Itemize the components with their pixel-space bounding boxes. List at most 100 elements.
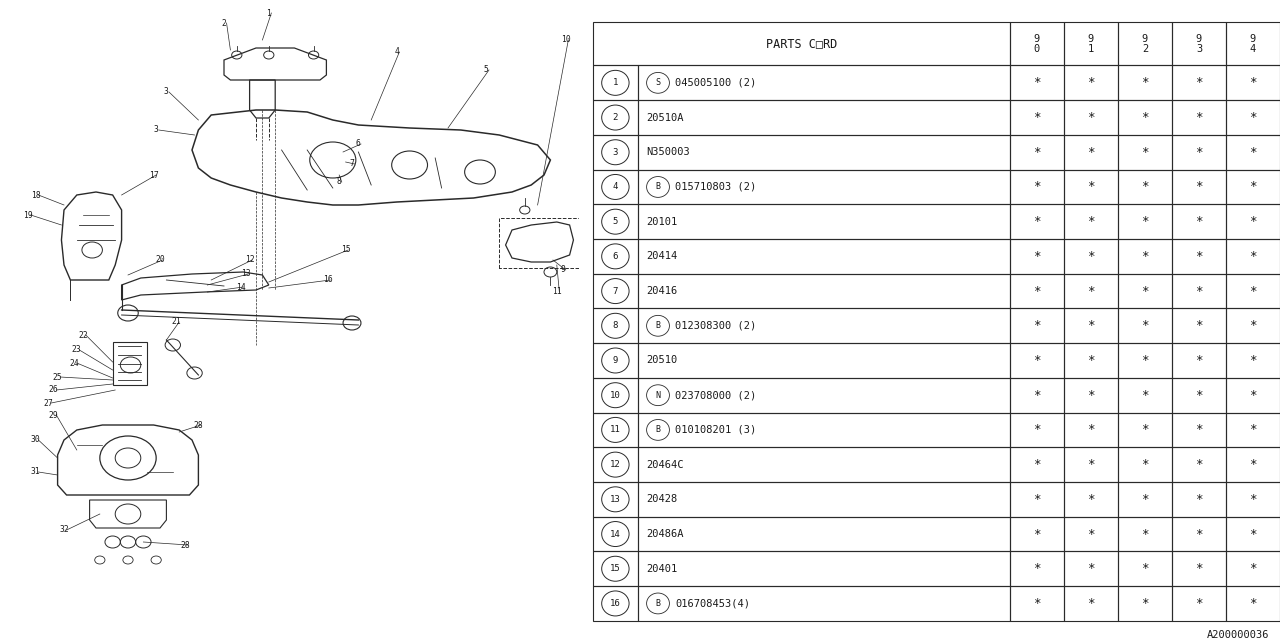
Text: *: * [1087,111,1094,124]
Bar [1226,100,1280,135]
Bar [1172,482,1226,516]
Bar [1117,274,1172,308]
Bar [1010,586,1064,621]
Text: 24: 24 [69,358,79,367]
Bar [639,65,1010,100]
Text: 15: 15 [611,564,621,573]
Text: 2: 2 [221,19,227,28]
Text: 20510A: 20510A [646,113,684,122]
Text: 14: 14 [611,529,621,538]
Bar [593,552,639,586]
Bar [593,343,639,378]
Bar [593,135,639,170]
Text: 3: 3 [613,148,618,157]
Bar [1226,552,1280,586]
Text: *: * [1087,527,1094,541]
Text: *: * [1087,215,1094,228]
Bar [1172,516,1226,552]
Text: 20416: 20416 [646,286,678,296]
Text: *: * [1033,180,1041,193]
Bar [1117,586,1172,621]
Text: *: * [1249,215,1257,228]
Text: 20401: 20401 [646,564,678,573]
Text: *: * [1033,111,1041,124]
Bar [1064,516,1117,552]
Text: *: * [1196,424,1203,436]
Text: 7: 7 [613,287,618,296]
Bar [1226,586,1280,621]
Text: 22: 22 [78,330,88,339]
Bar [1064,204,1117,239]
Text: N: N [655,390,660,400]
Bar [1117,239,1172,274]
Text: *: * [1142,180,1148,193]
Text: *: * [1142,319,1148,332]
Bar [1117,413,1172,447]
Text: N350003: N350003 [646,147,690,157]
Text: *: * [1142,527,1148,541]
Text: 10: 10 [611,390,621,400]
Bar [1010,482,1064,516]
Text: *: * [1087,76,1094,90]
Bar [1064,22,1117,65]
Text: 31: 31 [31,467,41,477]
Bar [1064,343,1117,378]
Text: 27: 27 [44,399,54,408]
Bar [1172,100,1226,135]
Text: *: * [1196,597,1203,610]
Text: B: B [655,599,660,608]
Text: 20486A: 20486A [646,529,684,539]
Bar [1226,343,1280,378]
Bar [1172,378,1226,413]
Bar [1064,170,1117,204]
Bar [1064,65,1117,100]
Bar [1226,65,1280,100]
Bar [1064,413,1117,447]
Text: 6: 6 [356,140,361,148]
Bar [1172,22,1226,65]
Text: *: * [1033,146,1041,159]
Bar [1064,100,1117,135]
Bar [1172,239,1226,274]
Text: *: * [1033,285,1041,298]
Bar [639,204,1010,239]
Bar [639,274,1010,308]
Text: *: * [1249,180,1257,193]
Text: 17: 17 [148,170,159,179]
Text: *: * [1142,388,1148,402]
Bar [1064,378,1117,413]
Text: *: * [1196,388,1203,402]
Bar [593,413,639,447]
Bar [1010,204,1064,239]
Text: 5: 5 [613,217,618,226]
Text: *: * [1087,562,1094,575]
Bar [1117,552,1172,586]
Bar [639,239,1010,274]
Text: *: * [1196,180,1203,193]
Text: 28: 28 [193,420,204,429]
Bar [1117,308,1172,343]
Text: 9
4: 9 4 [1249,33,1256,54]
Bar [1064,274,1117,308]
Text: *: * [1249,458,1257,471]
Bar [593,204,639,239]
Text: 9: 9 [613,356,618,365]
Text: *: * [1249,111,1257,124]
Text: 6: 6 [613,252,618,261]
Bar [639,482,1010,516]
Bar [1117,516,1172,552]
Text: *: * [1033,527,1041,541]
Bar [1010,343,1064,378]
Bar [1010,274,1064,308]
Bar [639,100,1010,135]
Text: 9
2: 9 2 [1142,33,1148,54]
Bar [1117,447,1172,482]
Text: 28: 28 [180,541,191,550]
Text: *: * [1142,458,1148,471]
Text: 5: 5 [484,65,489,74]
Bar [1010,22,1064,65]
Bar [1064,482,1117,516]
Bar [639,343,1010,378]
Bar [593,170,639,204]
Bar [1226,413,1280,447]
